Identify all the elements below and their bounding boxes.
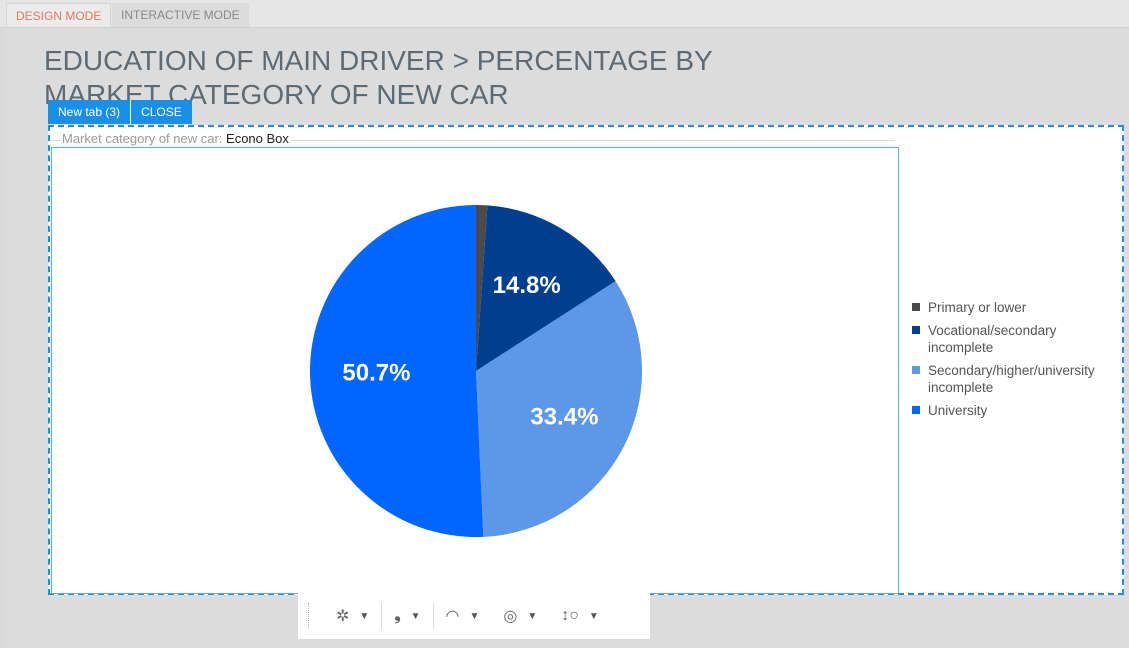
chart-frame: 14.8% 33.4% 50.7% bbox=[51, 147, 899, 594]
legend-item[interactable]: Primary or lower bbox=[912, 299, 1122, 316]
sort-icon: ↕○ bbox=[561, 607, 579, 624]
palette-button[interactable]: ✲ ▼ bbox=[324, 601, 381, 631]
quote-icon: ❟ bbox=[394, 607, 401, 624]
target-icon: ◎ bbox=[503, 608, 518, 625]
chevron-down-icon: ▼ bbox=[359, 610, 370, 622]
legend-label: Secondary/higher/university incomplete bbox=[928, 363, 1095, 395]
pie-chart: 14.8% 33.4% 50.7% bbox=[310, 205, 642, 537]
chart-type-icon: ◠ bbox=[445, 608, 460, 625]
chevron-down-icon: ▼ bbox=[410, 610, 421, 622]
tab-interactive-mode[interactable]: INTERACTIVE MODE bbox=[112, 3, 249, 27]
mode-bar: DESIGN MODE INTERACTIVE MODE bbox=[0, 0, 1129, 28]
chevron-down-icon: ▼ bbox=[588, 610, 599, 622]
legend-label: University bbox=[928, 403, 988, 418]
pie-data-label: 14.8% bbox=[493, 272, 561, 299]
pie-slice[interactable] bbox=[310, 205, 484, 537]
filter-subheading: Market category of new car: Econo Box bbox=[60, 131, 291, 146]
sort-button[interactable]: ↕○ ▼ bbox=[549, 601, 611, 631]
pie-slice[interactable] bbox=[476, 205, 616, 371]
chart-widget[interactable]: Market category of new car: Econo Box 14… bbox=[48, 125, 1124, 595]
pie-data-label: 33.4% bbox=[530, 403, 598, 430]
chevron-down-icon: ▼ bbox=[527, 610, 538, 622]
page-title: EDUCATION OF MAIN DRIVER > PERCENTAGE BY… bbox=[44, 45, 713, 110]
target-button[interactable]: ◎ ▼ bbox=[491, 601, 549, 631]
pie-slice[interactable] bbox=[476, 281, 642, 537]
widget-tab-new[interactable]: New tab (3) bbox=[48, 100, 132, 124]
legend-label: Primary or lower bbox=[928, 300, 1027, 315]
palette-icon: ✲ bbox=[336, 608, 350, 625]
legend-item[interactable]: Vocational/secondary incomplete bbox=[912, 322, 1122, 356]
subhead-divider bbox=[53, 140, 895, 141]
filter-value: Econo Box bbox=[226, 131, 289, 146]
toolbar-divider bbox=[381, 603, 383, 629]
widget-tabs: New tab (3) CLOSE bbox=[48, 100, 192, 124]
chart-type-button[interactable]: ◠ ▼ bbox=[434, 601, 492, 631]
pie-slice[interactable] bbox=[476, 205, 488, 371]
chart-toolbar: ✲ ▼ ❟ ▼ ◠ ▼ ◎ ▼ ↕○ ▼ bbox=[298, 593, 650, 639]
toolbar-divider bbox=[432, 603, 434, 629]
label-button[interactable]: ❟ ▼ bbox=[382, 601, 432, 631]
pie-data-label: 50.7% bbox=[342, 360, 410, 387]
legend-swatch bbox=[912, 326, 920, 334]
filter-label: Market category of new car: bbox=[62, 131, 223, 146]
legend-swatch bbox=[912, 406, 920, 414]
toolbar-drag-handle[interactable] bbox=[308, 603, 310, 629]
legend-label: Vocational/secondary incomplete bbox=[928, 323, 1057, 355]
legend-swatch bbox=[912, 303, 920, 311]
legend-swatch bbox=[912, 366, 920, 374]
legend-item[interactable]: University bbox=[912, 402, 1122, 419]
tab-design-mode[interactable]: DESIGN MODE bbox=[6, 3, 112, 27]
legend-item[interactable]: Secondary/higher/university incomplete bbox=[912, 362, 1122, 396]
legend: Primary or lower Vocational/secondary inc… bbox=[912, 299, 1122, 425]
chevron-down-icon: ▼ bbox=[469, 610, 480, 622]
widget-close-button[interactable]: CLOSE bbox=[131, 100, 192, 124]
